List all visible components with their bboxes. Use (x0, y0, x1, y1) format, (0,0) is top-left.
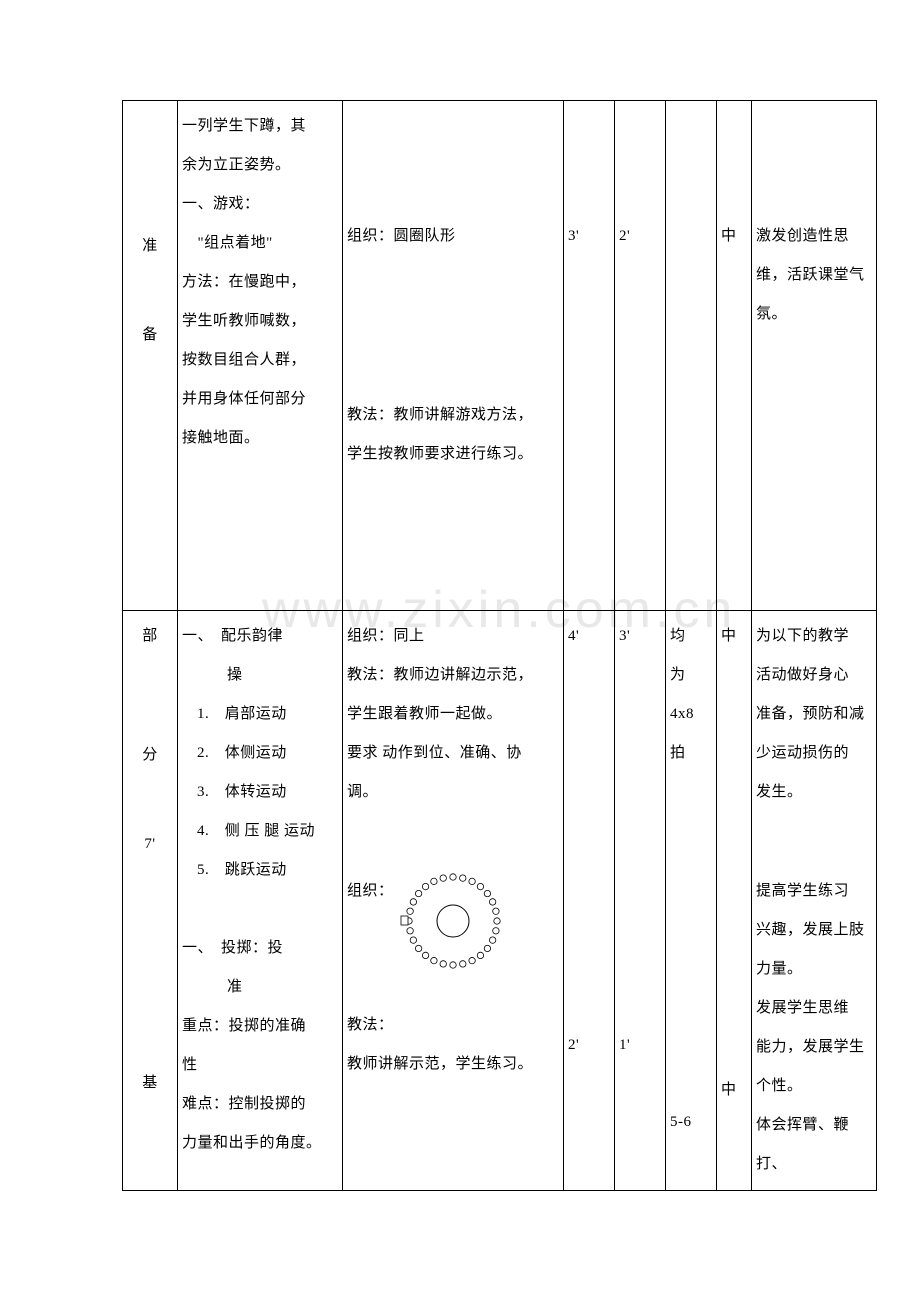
intensity-value: 中 (721, 228, 737, 244)
text-line: 能力，发展学生 (756, 1039, 865, 1055)
content-cell: 一列学生下蹲，其 余为立正姿势。 一、游戏： "组点着地" 方法：在慢跑中， 学… (178, 101, 343, 611)
text-line: "组点着地" (182, 235, 273, 251)
text-line: 一、 配乐韵律 (182, 617, 338, 656)
text-line: 力量。 (756, 961, 803, 977)
method-cell: 组织：圆圈队形 教法：教师讲解游戏方法， 学生按教师要求进行练习。 (343, 101, 564, 611)
time-cell: 2' (615, 101, 666, 611)
list-item: 4. 侧 压 腿 运动 (182, 812, 338, 851)
text-line: 个性。 (756, 1078, 803, 1094)
reps-value: 4x8 (670, 706, 694, 722)
text-line: 教师讲解示范，学生练习。 (347, 1056, 533, 1072)
text-line: 维，活跃课堂气 (756, 267, 865, 283)
reps-value: 拍 (670, 745, 686, 761)
text-line: 组织：圆圈队形 (347, 228, 456, 244)
text-line: 激发创造性思 (756, 228, 849, 244)
text-line: 按数目组合人群， (182, 352, 306, 368)
time-cell: 3' 1' (615, 611, 666, 1191)
reps-value: 为 (670, 667, 686, 683)
time-cell: 4' 2' (564, 611, 615, 1191)
text-line: 教法：教师边讲解边示范， (347, 667, 533, 683)
text-line: 并用身体任何部分 (182, 391, 306, 407)
circle-formation-diagram (398, 866, 508, 976)
reps-cell: 均 为 4x8 拍 5-6 (666, 611, 717, 1191)
text-line: 操 (182, 667, 243, 683)
text-line: 学生按教师要求进行练习。 (347, 446, 533, 462)
text-line: 学生跟着教师一起做。 (347, 706, 502, 722)
list-item: 1. 肩部运动 (182, 695, 338, 734)
section-char: 基 (127, 1064, 173, 1103)
text-line: 性 (182, 1057, 198, 1073)
content-cell: 一、 配乐韵律 操 1. 肩部运动 2. 体侧运动 3. 体转运动 4. 侧 压… (178, 611, 343, 1191)
text-line: 教法： (347, 1017, 394, 1033)
section-char: 准 (127, 227, 173, 266)
time-value: 3' (619, 628, 630, 644)
text-line: 学生听教师喊数， (182, 313, 306, 329)
section-char: 7' (127, 825, 173, 864)
goal-cell: 激发创造性思 维，活跃课堂气 氛。 (752, 101, 877, 611)
text-line: 体会挥臂、鞭打、 (756, 1117, 849, 1172)
section-char: 部 (127, 617, 173, 656)
intensity-cell: 中 (717, 101, 752, 611)
reps-value: 5-6 (670, 1114, 692, 1130)
text-line: 活动做好身心 (756, 667, 849, 683)
text-line: 方法：在慢跑中， (182, 274, 306, 290)
text-line: 难点：控制投掷的 (182, 1096, 306, 1112)
text-line: 氛。 (756, 306, 787, 322)
text-line: 一列学生下蹲，其 (182, 118, 306, 134)
time-value: 1' (619, 1037, 630, 1053)
org-label: 组织： (347, 872, 394, 911)
time-value: 4' (568, 628, 579, 644)
time-cell: 3' (564, 101, 615, 611)
intensity-value: 中 (721, 628, 737, 644)
text-line: 兴趣，发展上肢 (756, 922, 865, 938)
text-line: 一、游戏： (182, 196, 260, 212)
text-line: 教法：教师讲解游戏方法， (347, 407, 533, 423)
lesson-plan-table: 准 备 一列学生下蹲，其 余为立正姿势。 一、游戏： "组点着地" 方法：在慢跑… (122, 100, 877, 1191)
list-item: 2. 体侧运动 (182, 734, 338, 773)
text-line: 力量和出手的角度。 (182, 1135, 322, 1151)
text-line: 一、 投掷：投 (182, 929, 338, 968)
reps-value: 均 (670, 628, 686, 644)
time-value: 2' (619, 228, 630, 244)
text-line: 接触地面。 (182, 430, 260, 446)
time-value: 3' (568, 228, 579, 244)
text-line: 准备，预防和减 (756, 706, 865, 722)
table-row: 准 备 一列学生下蹲，其 余为立正姿势。 一、游戏： "组点着地" 方法：在慢跑… (123, 101, 877, 611)
reps-cell (666, 101, 717, 611)
text-line: 余为立正姿势。 (182, 157, 291, 173)
text-line: 为以下的教学 (756, 628, 849, 644)
method-cell: 组织：同上 教法：教师边讲解边示范， 学生跟着教师一起做。 要求 动作到位、准确… (343, 611, 564, 1191)
circle-diagram-row: 组织： (347, 872, 559, 976)
section-label-cell: 准 备 (123, 101, 178, 611)
intensity-cell: 中 中 (717, 611, 752, 1191)
text-line: 发展学生思维 (756, 1000, 849, 1016)
text-line: 准 (182, 979, 243, 995)
section-label-cell: 部 分 7' 基 (123, 611, 178, 1191)
section-char: 分 (127, 736, 173, 775)
section-char: 备 (127, 316, 173, 355)
intensity-value: 中 (721, 1082, 737, 1098)
time-value: 2' (568, 1037, 579, 1053)
text-line: 调。 (347, 784, 378, 800)
text-line: 组织：同上 (347, 628, 425, 644)
text-line: 重点：投掷的准确 (182, 1018, 306, 1034)
text-line: 少运动损伤的 (756, 745, 849, 761)
text-line: 提高学生练习 (756, 883, 849, 899)
list-item: 3. 体转运动 (182, 773, 338, 812)
table-container: 准 备 一列学生下蹲，其 余为立正姿势。 一、游戏： "组点着地" 方法：在慢跑… (122, 100, 866, 1191)
text-line: 要求 动作到位、准确、协 (347, 745, 522, 761)
list-item: 5. 跳跃运动 (182, 851, 338, 890)
text-line: 发生。 (756, 784, 803, 800)
goal-cell: 为以下的教学 活动做好身心 准备，预防和减 少运动损伤的 发生。 提高学生练习 … (752, 611, 877, 1191)
